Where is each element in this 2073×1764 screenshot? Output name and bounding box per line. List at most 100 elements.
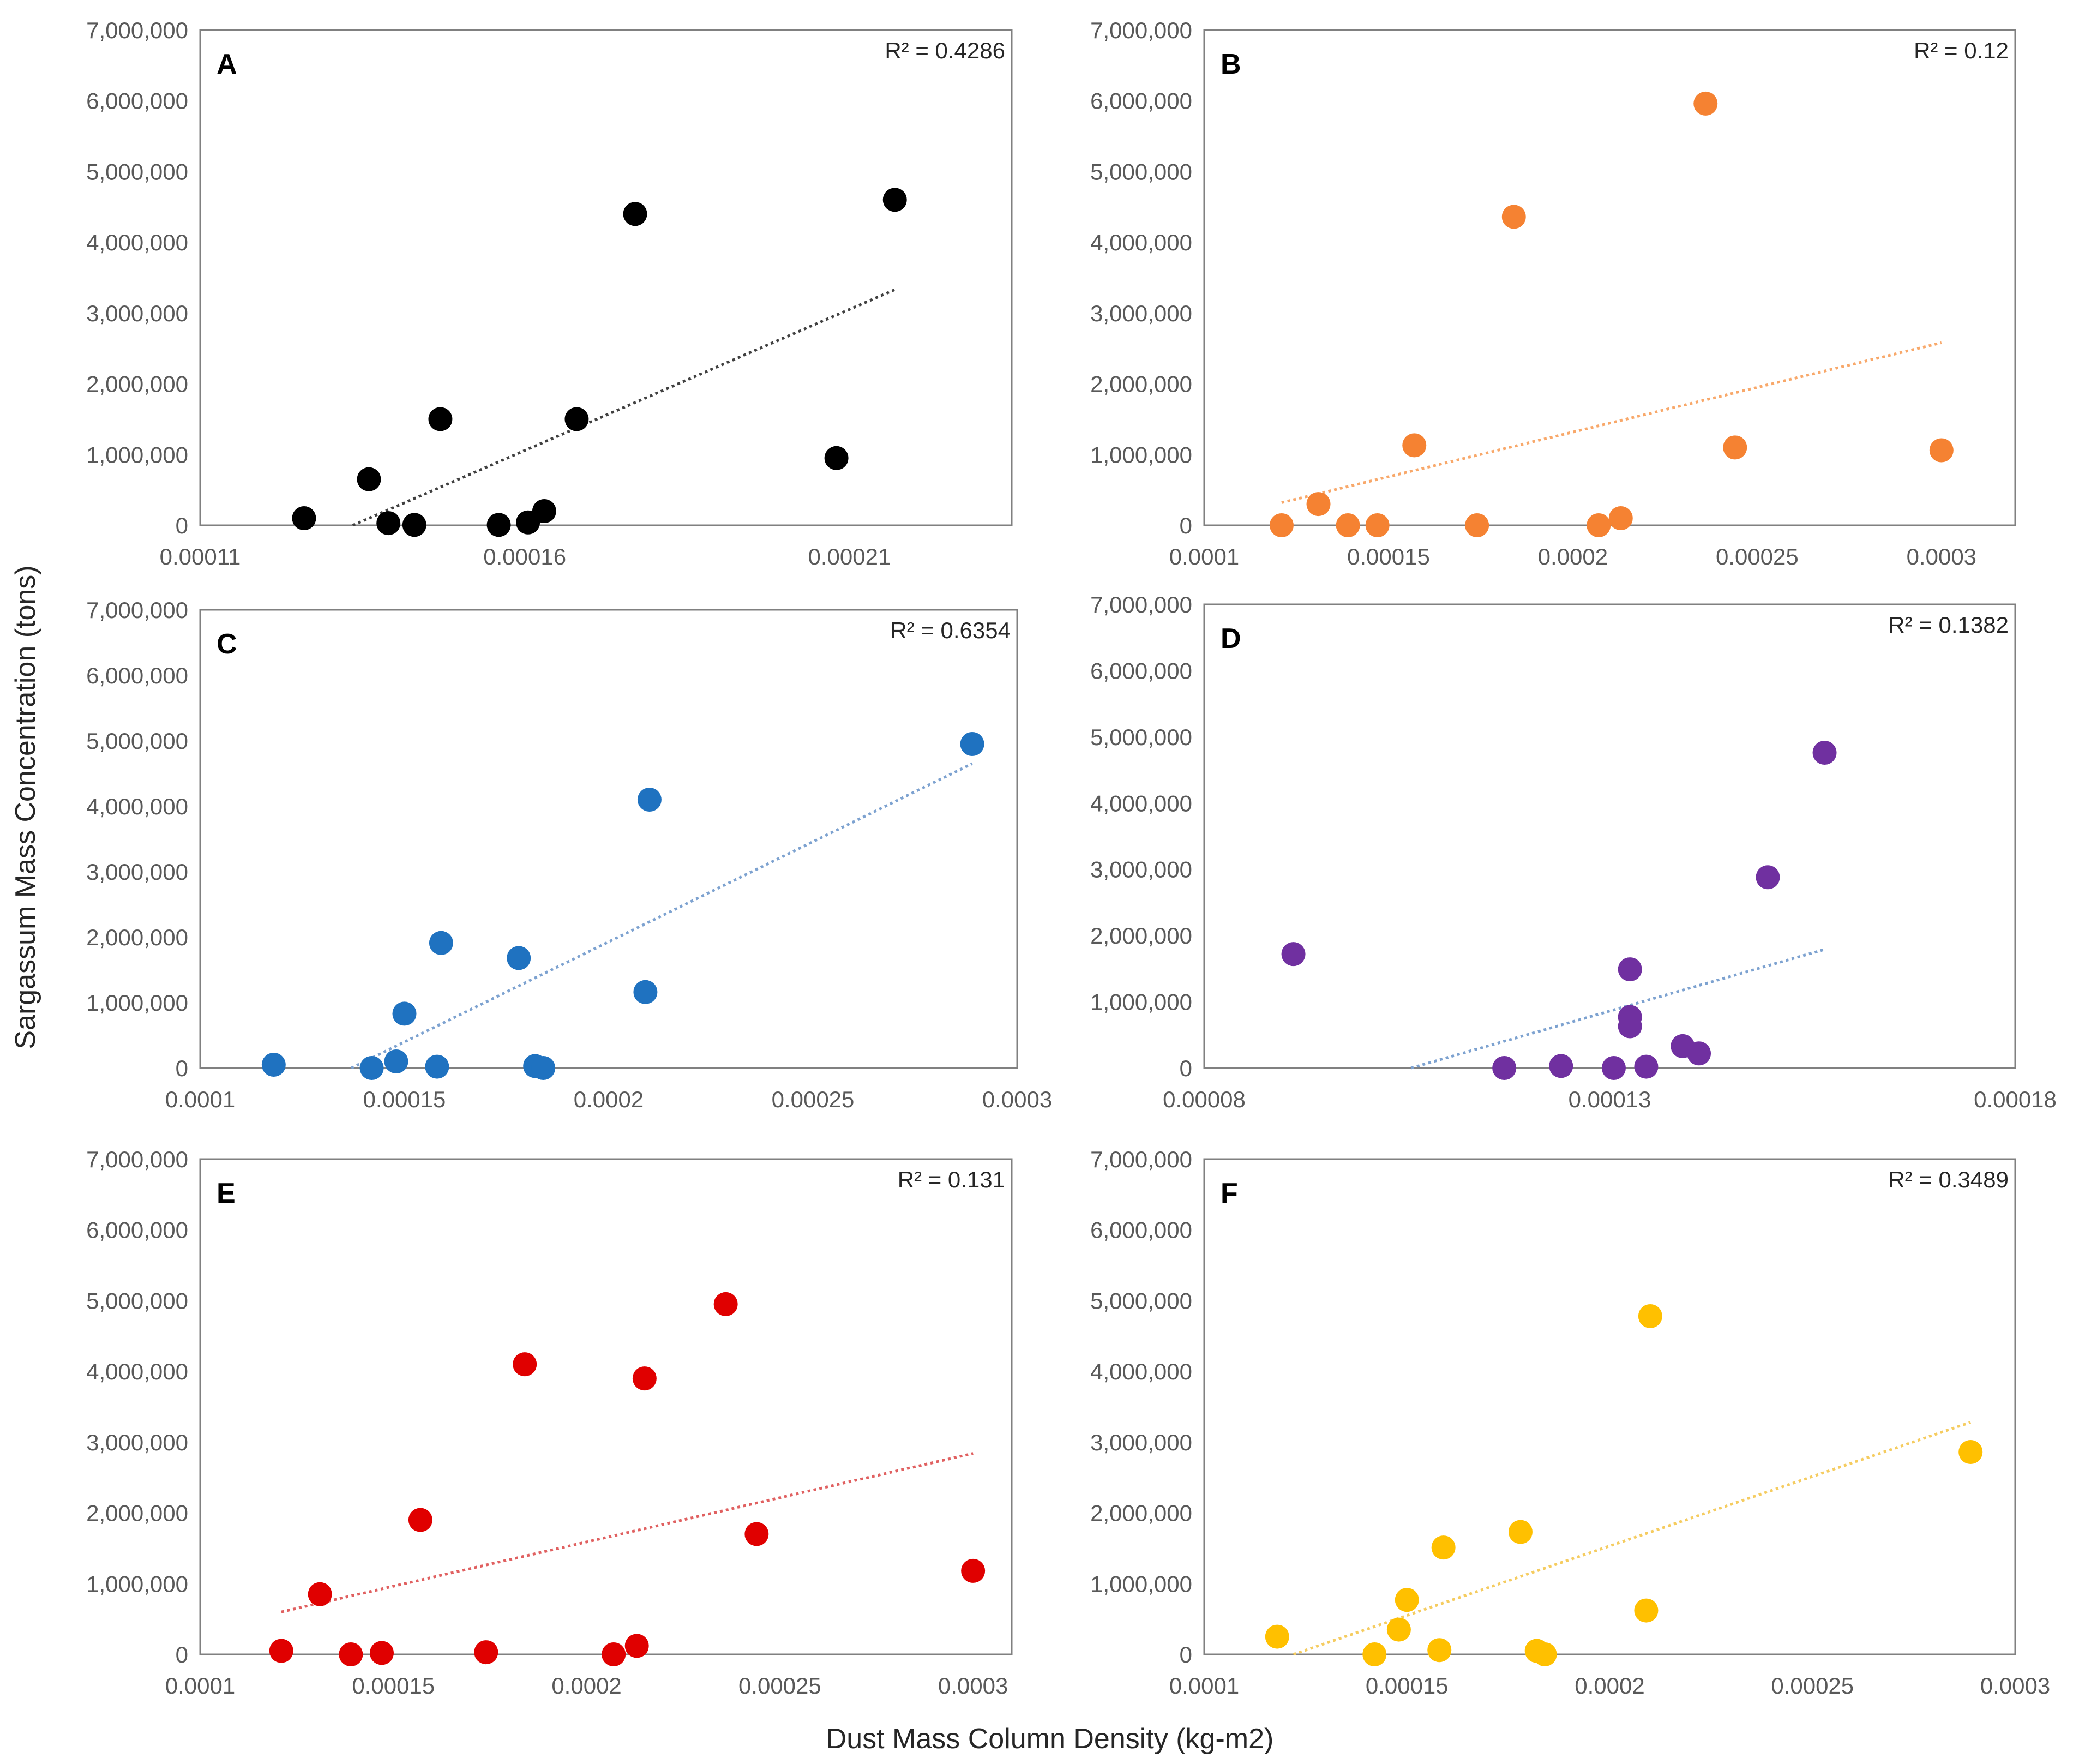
plot-frame: [1203, 1158, 2016, 1655]
data-point: [1687, 1041, 1711, 1066]
data-point: [1402, 433, 1427, 458]
y-tick-label: 0: [176, 1055, 188, 1081]
y-tick-label: 2,000,000: [1090, 923, 1192, 949]
data-point: [632, 1366, 657, 1391]
data-point: [564, 407, 589, 431]
data-point: [1395, 1588, 1419, 1612]
x-tick-label: 0.0001: [1169, 1673, 1239, 1699]
data-point: [392, 1001, 417, 1026]
data-point: [1465, 513, 1489, 537]
data-point: [1812, 741, 1837, 765]
x-tick-label: 0.00021: [808, 544, 891, 569]
data-point: [744, 1522, 769, 1546]
y-tick-label: 1,000,000: [1090, 442, 1192, 467]
plot-frame: [199, 609, 1018, 1069]
panel-label: C: [217, 628, 237, 660]
y-tick-label: 2,000,000: [86, 1501, 188, 1526]
data-point: [359, 1056, 384, 1080]
data-point: [531, 1056, 556, 1080]
x-axis-title: Dust Mass Column Density (kg-m2): [826, 1723, 1274, 1755]
r-squared-label: R² = 0.6354: [890, 617, 1011, 643]
panel-f: 0 1,000,000 2,000,000 3,000,000 4,000,000 5,0…: [1090, 1147, 2050, 1699]
data-point: [402, 513, 426, 537]
y-tick-label: 5,000,000: [1090, 1288, 1192, 1313]
panel-label: A: [217, 49, 237, 80]
y-tick-label: 0: [1180, 1642, 1192, 1667]
x-tick-label: 0.00018: [1974, 1087, 2057, 1112]
data-point: [960, 732, 984, 756]
data-point: [507, 946, 531, 970]
data-point: [824, 446, 849, 470]
data-point: [1365, 513, 1390, 537]
plot-frame: [199, 29, 1013, 526]
data-point: [1362, 1642, 1387, 1666]
y-tick-label: 4,000,000: [1090, 790, 1192, 816]
data-point: [1492, 1056, 1517, 1080]
y-tick-label: 7,000,000: [1090, 1147, 1192, 1172]
x-tick-label: 0.0002: [1538, 544, 1608, 569]
y-tick-label: 5,000,000: [1090, 724, 1192, 750]
x-tick-label: 0.0002: [551, 1673, 621, 1699]
y-tick-label: 1,000,000: [86, 1571, 188, 1597]
r-squared-label: R² = 0.3489: [1888, 1167, 2009, 1192]
y-tick-label: 6,000,000: [1090, 88, 1192, 114]
data-point: [602, 1642, 626, 1666]
data-point: [1431, 1535, 1456, 1560]
x-tick-label: 0.00013: [1569, 1087, 1651, 1112]
y-tick-label: 1,000,000: [86, 442, 188, 467]
y-tick-label: 6,000,000: [86, 663, 188, 688]
data-point: [1306, 492, 1331, 517]
y-tick-label: 2,000,000: [1090, 1501, 1192, 1526]
y-tick-label: 6,000,000: [1090, 1217, 1192, 1243]
data-point: [1269, 513, 1294, 537]
plot-frame: [1203, 29, 2016, 526]
data-point: [1427, 1638, 1452, 1663]
x-tick-label: 0.00015: [1366, 1673, 1449, 1699]
data-point: [1929, 438, 1954, 463]
r-squared-label: R² = 0.1382: [1888, 612, 2009, 638]
panel-b: 0 1,000,000 2,000,000 3,000,000 4,000,000 5,0…: [1090, 17, 2016, 569]
data-point: [713, 1292, 738, 1316]
data-point: [1501, 205, 1526, 229]
data-point: [1958, 1440, 1983, 1465]
data-point: [292, 506, 316, 531]
data-point: [1756, 865, 1780, 890]
y-tick-label: 4,000,000: [1090, 230, 1192, 255]
x-tick-label: 0.00025: [1716, 544, 1799, 569]
y-tick-label: 2,000,000: [86, 371, 188, 397]
y-tick-label: 7,000,000: [1090, 592, 1192, 617]
data-point: [1601, 1056, 1626, 1080]
data-point: [384, 1049, 408, 1073]
trendline: [1281, 341, 1942, 504]
data-point: [486, 513, 511, 537]
x-tick-label: 0.0003: [1980, 1673, 2050, 1699]
y-tick-label: 4,000,000: [86, 230, 188, 255]
panel-d: 0 1,000,000 2,000,000 3,000,000 4,000,000 5,0…: [1090, 592, 2057, 1112]
x-tick-label: 0.0001: [165, 1087, 235, 1112]
data-point: [1618, 1014, 1642, 1039]
y-tick-label: 1,000,000: [86, 990, 188, 1016]
y-tick-label: 4,000,000: [1090, 1359, 1192, 1384]
y-tick-label: 2,000,000: [1090, 371, 1192, 397]
x-tick-label: 0.0002: [1575, 1673, 1644, 1699]
data-point: [428, 407, 453, 431]
data-point: [339, 1642, 363, 1666]
data-point: [429, 931, 453, 955]
data-point: [1281, 942, 1306, 967]
y-tick-label: 7,000,000: [86, 1147, 188, 1172]
y-tick-label: 3,000,000: [86, 859, 188, 885]
data-point: [1265, 1624, 1289, 1649]
x-tick-label: 0.0002: [574, 1087, 644, 1112]
y-tick-label: 0: [176, 1642, 188, 1667]
data-point: [269, 1639, 293, 1663]
panel-label: B: [1221, 49, 1241, 80]
y-tick-label: 7,000,000: [1090, 17, 1192, 43]
y-tick-label: 3,000,000: [86, 301, 188, 326]
trendline: [1293, 1421, 1972, 1656]
data-point: [882, 188, 907, 212]
x-tick-label: 0.0003: [938, 1673, 1008, 1699]
panel-e: 0 1,000,000 2,000,000 3,000,000 4,000,000 5,0…: [86, 1147, 1013, 1699]
y-tick-label: 7,000,000: [86, 597, 188, 623]
x-tick-label: 0.0003: [982, 1087, 1052, 1112]
